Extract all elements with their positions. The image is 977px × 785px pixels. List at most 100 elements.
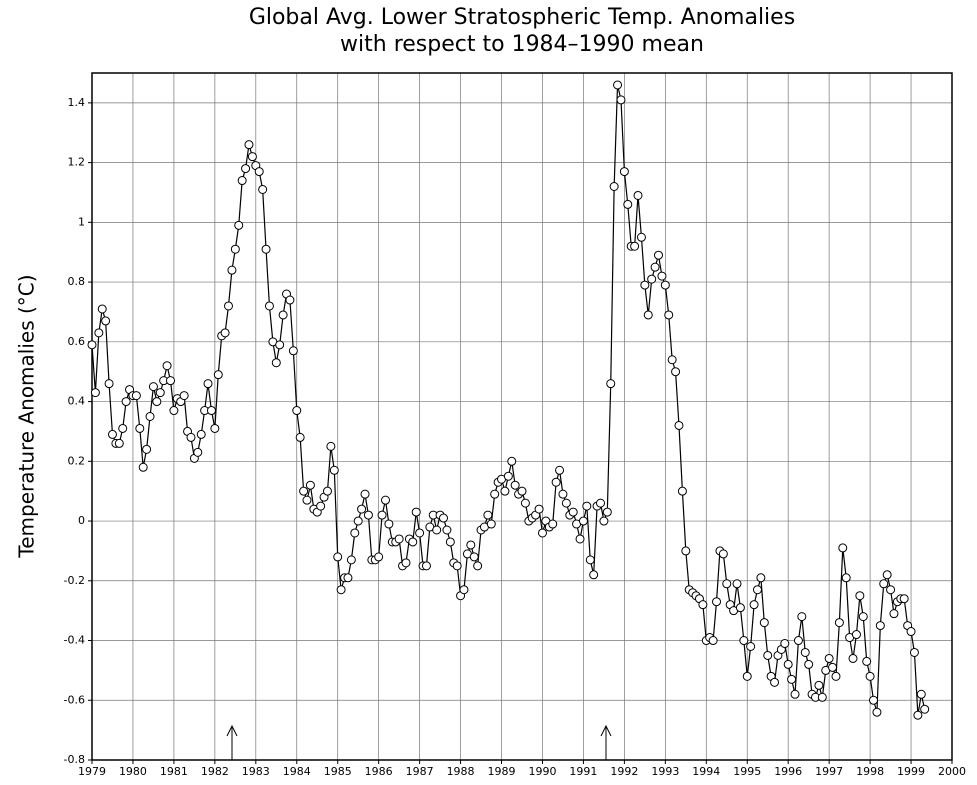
point xyxy=(442,525,452,535)
point xyxy=(203,379,213,389)
point xyxy=(558,489,568,499)
point xyxy=(589,570,599,580)
x-tick-label: 1982 xyxy=(201,765,229,778)
point xyxy=(599,516,609,526)
point xyxy=(469,552,479,562)
point xyxy=(838,543,848,553)
point xyxy=(517,486,527,496)
x-tick-label: 1993 xyxy=(651,765,679,778)
point xyxy=(783,659,793,669)
point xyxy=(302,495,312,505)
point xyxy=(196,429,206,439)
point xyxy=(353,516,363,526)
point xyxy=(152,397,162,407)
point xyxy=(292,406,302,416)
point xyxy=(210,423,220,433)
plot-frame xyxy=(91,72,953,761)
y-tick-label: 1.2 xyxy=(68,156,86,169)
point xyxy=(698,600,708,610)
x-tick-label: 1994 xyxy=(692,765,720,778)
point xyxy=(742,671,752,681)
point xyxy=(732,579,742,589)
point xyxy=(596,498,606,508)
point xyxy=(831,671,841,681)
point xyxy=(466,540,476,550)
y-tick-label: 1 xyxy=(78,215,85,228)
point xyxy=(916,689,926,699)
point xyxy=(258,184,268,194)
x-tick-label: 1990 xyxy=(528,765,556,778)
point xyxy=(326,441,336,451)
arrow xyxy=(600,724,612,760)
y-tick-label: 1.4 xyxy=(68,96,86,109)
point xyxy=(899,594,909,604)
point xyxy=(322,486,332,496)
point xyxy=(770,677,780,687)
point xyxy=(316,501,326,511)
point xyxy=(619,167,629,177)
point xyxy=(237,176,247,186)
x-tick-label: 1989 xyxy=(488,765,516,778)
point xyxy=(145,412,155,421)
point xyxy=(500,486,510,496)
point xyxy=(90,388,100,398)
x-tick-label: 1980 xyxy=(119,765,147,778)
y-tick-label: -0.6 xyxy=(64,693,85,706)
x-tick-label: 1991 xyxy=(569,765,597,778)
point xyxy=(671,367,681,377)
point xyxy=(271,358,281,368)
point xyxy=(735,603,745,613)
point xyxy=(647,274,657,284)
point xyxy=(834,618,844,628)
point xyxy=(677,486,687,496)
point xyxy=(473,561,483,571)
point xyxy=(363,510,373,520)
point xyxy=(138,462,148,472)
point xyxy=(223,301,233,311)
point xyxy=(299,486,309,496)
point xyxy=(97,304,107,314)
series xyxy=(87,80,930,720)
point xyxy=(336,585,346,595)
point xyxy=(415,528,425,538)
point xyxy=(636,232,646,242)
point xyxy=(360,489,370,499)
point xyxy=(800,647,810,657)
point xyxy=(548,519,558,529)
y-tick-label: -0.8 xyxy=(64,753,85,766)
grid xyxy=(88,73,953,764)
point xyxy=(155,388,165,398)
point xyxy=(824,653,834,663)
point xyxy=(537,528,547,538)
point xyxy=(920,704,930,714)
arrow-head xyxy=(226,724,238,737)
point xyxy=(432,525,442,535)
point xyxy=(585,555,595,565)
x-tick-label: 1992 xyxy=(610,765,638,778)
point xyxy=(879,579,889,589)
x-tick-label: 1983 xyxy=(242,765,270,778)
point xyxy=(148,382,158,392)
point xyxy=(851,630,861,640)
x-tick-label: 1986 xyxy=(365,765,393,778)
point xyxy=(664,310,674,320)
point xyxy=(510,480,520,490)
point xyxy=(787,674,797,684)
point xyxy=(749,600,759,610)
point xyxy=(104,379,114,389)
point xyxy=(241,164,251,174)
point xyxy=(234,220,244,230)
point xyxy=(244,140,254,150)
point xyxy=(814,680,824,690)
point xyxy=(374,552,384,562)
point xyxy=(886,585,896,595)
point xyxy=(868,695,878,705)
point xyxy=(804,659,814,669)
point xyxy=(616,95,626,105)
point xyxy=(227,265,237,275)
point xyxy=(107,429,117,439)
point xyxy=(578,516,588,526)
point xyxy=(759,618,769,628)
point xyxy=(254,167,264,177)
point xyxy=(101,316,111,326)
